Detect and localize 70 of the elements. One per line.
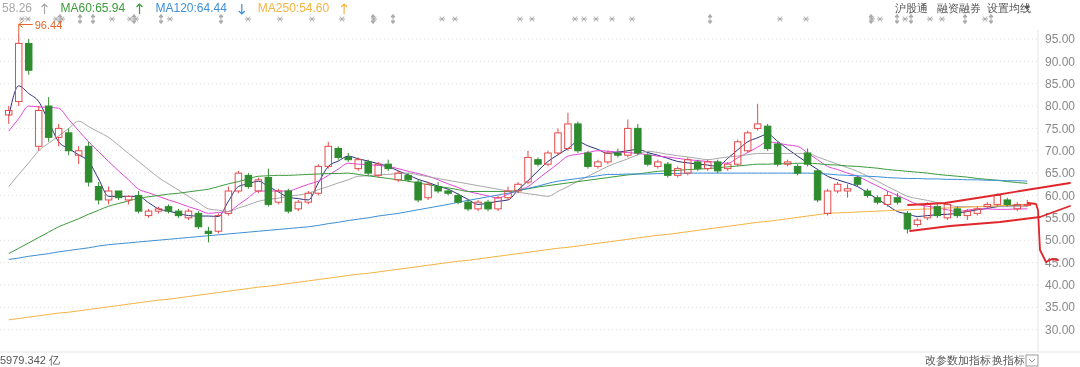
y-tick-label: 70.00: [1044, 143, 1076, 158]
candlestick: [444, 188, 452, 196]
y-tick-label: 95.00: [1044, 32, 1076, 47]
legend-label: MA120:64.44: [155, 1, 228, 15]
y-tick-label: 35.00: [1044, 300, 1076, 315]
y-tick-label: 40.00: [1044, 278, 1076, 293]
candlestick: [594, 159, 602, 170]
text: 改参数: [925, 354, 958, 366]
y-tick-label: 65.00: [1044, 166, 1076, 181]
text: 沪股通: [895, 2, 928, 14]
candlestick: [404, 172, 412, 183]
candlestick: [464, 199, 472, 212]
candlestick: [504, 186, 512, 201]
candlestick: [384, 159, 392, 172]
legend-label: MA60:65.94: [60, 1, 126, 15]
text: 加指标: [958, 354, 991, 366]
candlestick: [614, 148, 622, 158]
candlestick: [414, 179, 422, 203]
candlestick: [674, 165, 682, 179]
candlestick: [334, 145, 343, 161]
candlestick: [584, 150, 592, 170]
candlestick: [494, 194, 502, 212]
text: 换指标: [992, 354, 1025, 366]
candlestick: [324, 141, 333, 170]
candlestick: [564, 112, 572, 152]
candlestick: [723, 161, 732, 172]
annotation: 96.44: [34, 18, 63, 31]
y-tick-label: 50.00: [1044, 233, 1076, 248]
candlestick: [514, 181, 522, 194]
candlestick: [454, 192, 462, 205]
candlestick: [983, 201, 992, 210]
candlestick: [883, 190, 892, 208]
candlestick: [64, 127, 73, 156]
candlestick: [753, 103, 762, 132]
candlestick: [534, 156, 542, 167]
candlestick: [374, 161, 382, 179]
legend-label: MA250:54.60: [257, 1, 330, 15]
candlestick: [424, 181, 432, 201]
candlestick: [24, 38, 33, 76]
candlestick: [664, 161, 672, 179]
candlestick: [574, 121, 582, 154]
candlestick: [474, 199, 482, 212]
y-tick-label: 55.00: [1044, 211, 1076, 226]
y-tick-label: 85.00: [1044, 76, 1076, 91]
candlestick: [344, 152, 352, 163]
y-tick-label: 45.00: [1044, 255, 1076, 270]
candlestick: [763, 123, 772, 152]
candlestick: [14, 32, 23, 107]
candlestick: [484, 199, 492, 212]
candlestick: [933, 203, 942, 219]
candlestick: [554, 127, 562, 156]
text: 融资融券: [937, 2, 981, 14]
candlestick: [434, 181, 442, 194]
y-tick-label: 30.00: [1044, 322, 1076, 337]
y-tick-label: 80.00: [1044, 99, 1076, 114]
y-tick-label: 60.00: [1044, 188, 1076, 203]
candlestick: [354, 156, 362, 172]
text: 5979.342 亿: [0, 354, 60, 366]
candlestick: [853, 174, 862, 188]
y-tick-label: 75.00: [1044, 121, 1076, 136]
y-tick-label: 90.00: [1044, 54, 1076, 69]
candlestick: [544, 150, 552, 167]
candlestick: [524, 150, 532, 185]
candlestick: [604, 150, 612, 165]
candlestick: [84, 141, 93, 188]
line-series: [8, 172, 1028, 260]
candlestick: [34, 105, 43, 152]
candlestick: [244, 172, 253, 190]
candlestick: [194, 210, 203, 230]
legend-label: 58.26: [2, 1, 33, 15]
